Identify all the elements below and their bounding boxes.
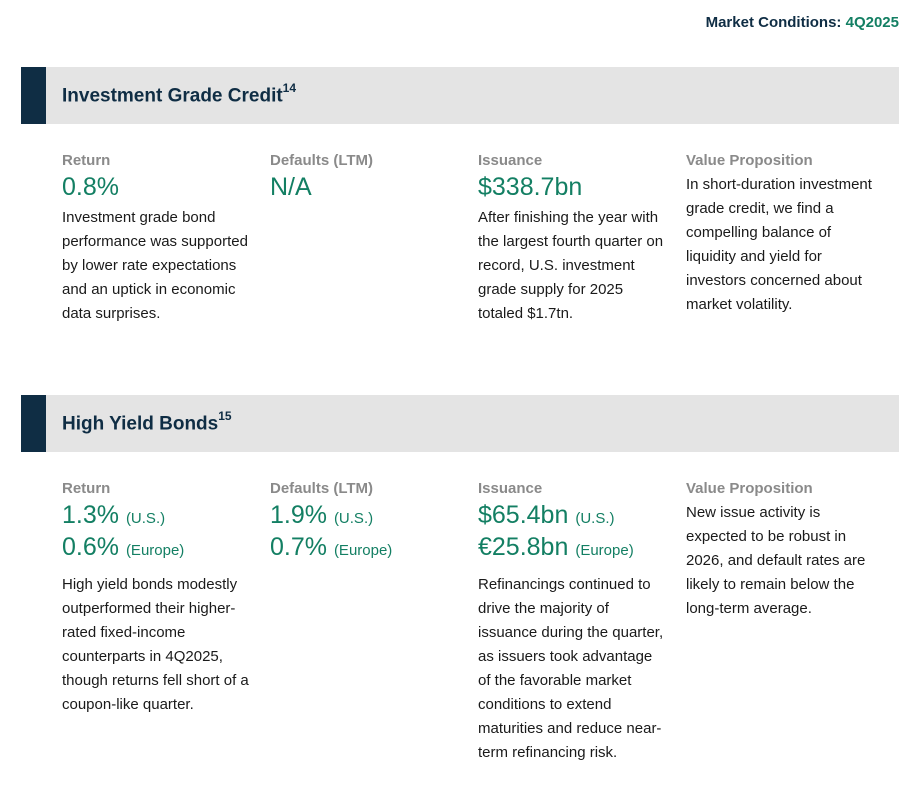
ig-defaults-column: Defaults (LTM) N/A [270, 152, 460, 202]
metric-value: 0.8% [62, 173, 252, 202]
metric-number: €25.8bn [478, 533, 569, 561]
metric-number: $65.4bn [478, 501, 569, 529]
metric-value: N/A [270, 173, 460, 202]
metric-number: 1.3% [62, 501, 119, 529]
metric-value: €25.8bn (Europe) [478, 533, 668, 565]
metric-number: 0.8% [62, 173, 119, 201]
section-footnote: 15 [218, 409, 232, 423]
column-label: Return [62, 152, 111, 169]
metric-value: 0.6% (Europe) [62, 533, 252, 565]
metric-value: $338.7bn [478, 173, 668, 202]
metric-number: 0.6% [62, 533, 119, 561]
section-title-text: Investment Grade Credit [62, 85, 283, 107]
metric-number: 0.7% [270, 533, 327, 561]
hy-value-column: Value Proposition New issue activity is … [686, 480, 876, 621]
column-description: After finishing the year with the larges… [478, 209, 664, 322]
metric-value: 0.7% (Europe) [270, 533, 460, 565]
column-label: Issuance [478, 152, 543, 169]
section-accent [21, 67, 46, 124]
metric-value: $65.4bn (U.S.) [478, 501, 668, 533]
ig-issuance-column: Issuance $338.7bn After finishing the ye… [478, 152, 668, 326]
hy-defaults-column: Defaults (LTM) 1.9% (U.S.) 0.7% (Europe) [270, 480, 460, 565]
column-description: In short-duration investment grade credi… [686, 176, 872, 313]
column-description: Refinancings continued to drive the majo… [478, 576, 664, 761]
section-title-text: High Yield Bonds [62, 413, 219, 435]
column-label: Defaults (LTM) [270, 152, 374, 169]
section-bar-high-yield: High Yield Bonds15 [21, 395, 899, 452]
column-description: High yield bonds modestly outperformed t… [62, 576, 249, 713]
column-label: Issuance [478, 480, 543, 497]
metric-value: 1.9% (U.S.) [270, 501, 460, 533]
column-description: New issue activity is expected to be rob… [686, 504, 866, 617]
column-label: Defaults (LTM) [270, 480, 374, 497]
column-label: Return [62, 480, 111, 497]
column-description: Investment grade bond performance was su… [62, 209, 248, 322]
ig-value-column: Value Proposition In short-duration inve… [686, 152, 876, 317]
metric-qualifier: (U.S.) [575, 510, 615, 527]
section-accent [21, 395, 46, 452]
metric-qualifier: (Europe) [333, 542, 393, 559]
section-footnote: 14 [282, 81, 297, 95]
metric-qualifier: (U.S.) [333, 510, 374, 527]
hy-return-column: Return 1.3% (U.S.) 0.6% (Europe) High yi… [62, 480, 252, 717]
header-prefix: Market Conditions: [705, 14, 846, 31]
metric-number: N/A [270, 173, 312, 201]
metric-number: $338.7bn [478, 173, 583, 201]
column-label: Value Proposition [686, 152, 813, 169]
metric-qualifier: (Europe) [125, 542, 185, 559]
metric-qualifier: (U.S.) [125, 510, 166, 527]
section-title: Investment Grade Credit14 [62, 81, 297, 107]
hy-issuance-column: Issuance $65.4bn (U.S.) €25.8bn (Europe)… [478, 480, 668, 765]
column-label: Value Proposition [686, 480, 813, 497]
section-bar-investment-grade: Investment Grade Credit14 [21, 67, 899, 124]
section-title: High Yield Bonds15 [62, 409, 232, 435]
metric-value: 1.3% (U.S.) [62, 501, 252, 533]
header-period: 4Q2025 [845, 14, 899, 31]
metric-number: 1.9% [270, 501, 327, 529]
page-header: Market Conditions: 4Q2025 [706, 14, 899, 31]
metric-qualifier: (Europe) [575, 542, 634, 559]
ig-return-column: Return 0.8% Investment grade bond perfor… [62, 152, 252, 326]
